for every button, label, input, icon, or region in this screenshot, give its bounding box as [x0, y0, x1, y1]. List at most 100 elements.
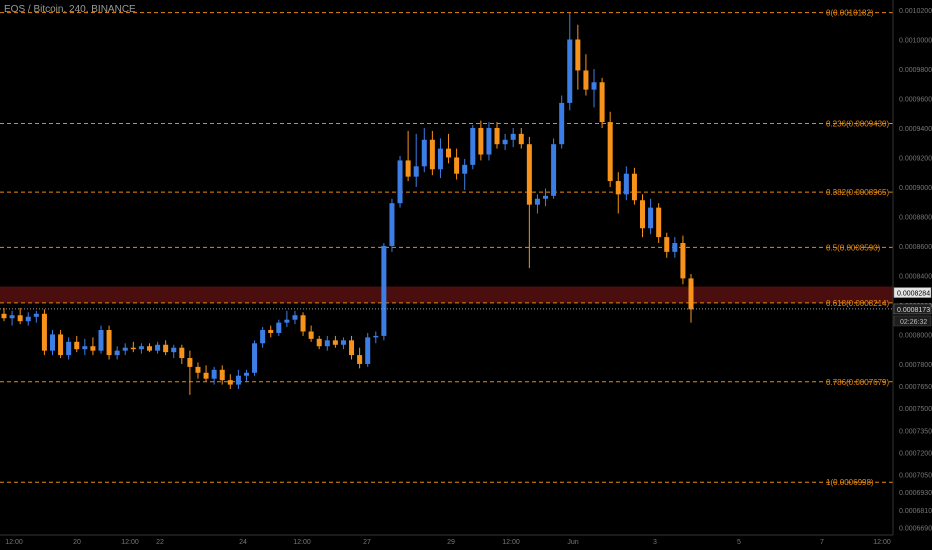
candle-body [559, 102, 565, 145]
y-tick-label: 0.0007500 [899, 406, 932, 413]
x-tick-label: 12:00 [293, 539, 311, 546]
candle-body [631, 173, 637, 201]
candle-body [252, 343, 258, 373]
price-tag-label: 0.0008284 [897, 291, 930, 298]
candle-body [90, 346, 96, 351]
price-tag-box [893, 287, 932, 298]
candle-body [591, 82, 597, 90]
candle-body [146, 346, 152, 351]
y-tick-label: 0.0007350 [899, 428, 932, 435]
candle-body [462, 164, 468, 174]
candle-body [211, 369, 217, 379]
candle-body [397, 160, 403, 204]
x-tick-label: 22 [156, 539, 164, 546]
candle-body [551, 144, 557, 196]
candle-body [316, 338, 322, 347]
candle-body [114, 350, 120, 356]
fib-label: 0.382(0.0008965) [826, 188, 890, 197]
candle-body [58, 334, 64, 356]
candle-body [543, 195, 549, 199]
x-tick-label: 20 [73, 539, 81, 546]
candles [1, 12, 694, 395]
candle-body [49, 334, 55, 351]
candle-body [260, 330, 266, 344]
candle-body [203, 372, 209, 379]
candle-body [615, 181, 621, 195]
y-tick-label: 0.0007800 [899, 362, 932, 369]
candle-body [235, 375, 241, 385]
highlight-band-layer [0, 286, 893, 303]
candle-body [623, 173, 629, 195]
candle-body [470, 127, 476, 165]
y-tick-label: 0.0010000 [899, 37, 932, 44]
candle-body [567, 39, 573, 103]
candle-body [421, 139, 427, 167]
resistance-band [0, 286, 893, 303]
fib-label: 0.236(0.0009430) [826, 120, 890, 129]
x-tick-label: Jun [567, 539, 578, 546]
candle-body [41, 313, 47, 351]
candle-body [510, 133, 516, 140]
candle-body [1, 313, 7, 319]
candle-body [9, 315, 15, 319]
candle-body [413, 166, 419, 177]
countdown-label: 02:26:32 [900, 319, 927, 326]
y-tick-label: 0.0006930 [899, 490, 932, 497]
candle-body [25, 316, 31, 322]
y-tick-label: 0.0008600 [899, 244, 932, 251]
candle-body [688, 278, 694, 310]
candle-body [446, 148, 452, 158]
candle-body [268, 330, 274, 333]
candle-body [494, 127, 500, 145]
candle-body [502, 139, 508, 145]
candle-body [526, 144, 532, 205]
y-tick-label: 0.0008800 [899, 214, 932, 221]
candle-body [106, 330, 112, 356]
candle-body [680, 243, 686, 279]
candle-body [219, 369, 225, 381]
candle-body [583, 70, 589, 90]
candle-body [518, 133, 524, 145]
fib-label: 0.786(0.0007679) [826, 378, 890, 387]
y-tick-label: 0.0008400 [899, 273, 932, 280]
candle-body [98, 330, 104, 351]
candle-body [284, 319, 290, 323]
candle-body [130, 347, 136, 350]
candle-body [672, 243, 678, 252]
price-tag-box [893, 303, 932, 315]
candle-body [138, 346, 144, 350]
candle-body [357, 355, 363, 364]
candle-body [405, 160, 411, 177]
y-tick-label: 0.0009400 [899, 126, 932, 133]
candle-body [292, 315, 298, 320]
candle-body [227, 380, 233, 385]
candle-body [486, 127, 492, 155]
candle-body [429, 139, 435, 170]
candle-body [454, 157, 460, 174]
x-tick-label: 7 [820, 539, 824, 546]
candle-body [664, 237, 670, 252]
y-tick-label: 0.0006690 [899, 526, 932, 533]
candle-body [575, 39, 581, 71]
y-tick-label: 0.0009600 [899, 96, 932, 103]
x-tick-label: 24 [239, 539, 247, 546]
candle-body [324, 340, 330, 347]
y-tick-label: 0.0009000 [899, 185, 932, 192]
candle-body [349, 340, 355, 356]
candle-body [122, 347, 128, 351]
y-tick-label: 0.0009200 [899, 155, 932, 162]
x-tick-label: 12:00 [5, 539, 23, 546]
candle-body [389, 203, 395, 246]
candle-body [534, 198, 540, 205]
y-tick-label: 0.0008000 [899, 332, 932, 339]
candle-body [648, 207, 654, 229]
x-tick-label: 5 [737, 539, 741, 546]
candle-body [163, 344, 169, 353]
candle-body [66, 341, 72, 356]
candle-body [373, 335, 379, 338]
x-tick-label: 12:00 [502, 539, 520, 546]
candle-body [195, 366, 201, 373]
chart-title: EOS / Bitcoin, 240, BINANCE [4, 4, 136, 15]
